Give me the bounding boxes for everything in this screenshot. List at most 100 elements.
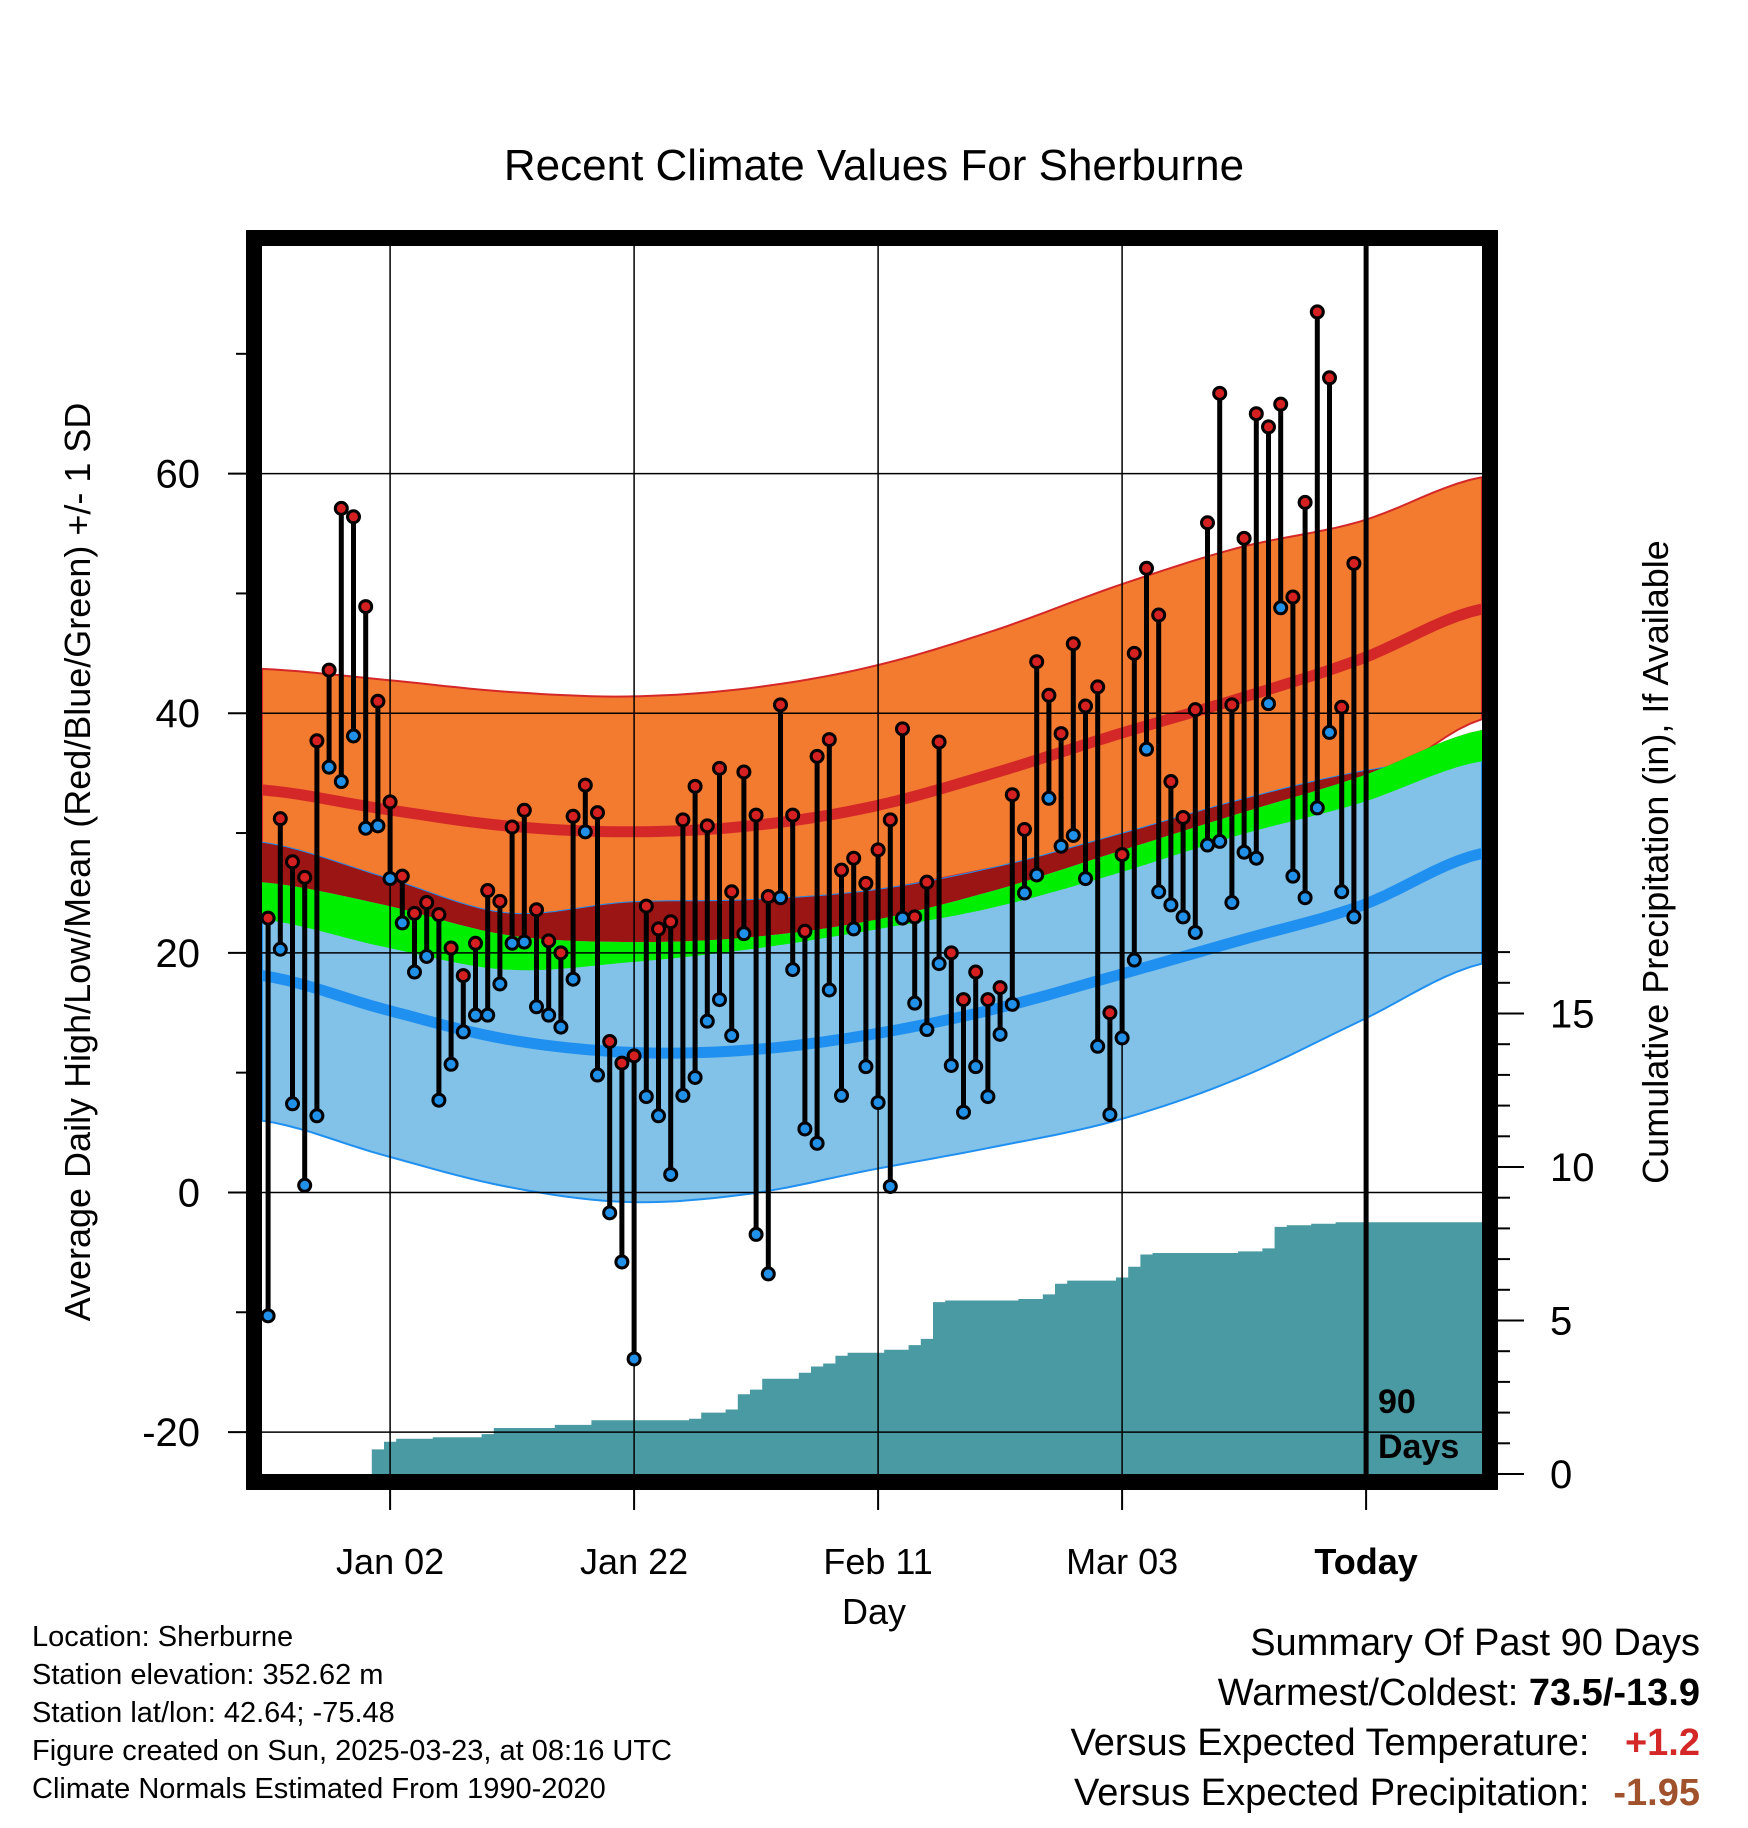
- high-point: [651, 921, 666, 937]
- high-point: [809, 748, 825, 764]
- station-info: Location: Sherburne Station elevation: 3…: [32, 1618, 672, 1808]
- high-point: [1212, 385, 1228, 401]
- low-point: [736, 926, 752, 942]
- overlap-band: [262, 730, 1482, 943]
- high-point: [358, 599, 374, 615]
- low-point: [602, 1205, 618, 1221]
- high-point: [1090, 679, 1106, 695]
- low-point: [956, 1104, 971, 1120]
- high-point: [1285, 589, 1301, 605]
- high-point: [407, 905, 422, 921]
- high-point: [431, 907, 447, 923]
- mean-band: [262, 730, 1482, 971]
- high-point: [1175, 809, 1191, 825]
- low-point: [1029, 867, 1045, 883]
- high-point: [260, 910, 276, 926]
- high-point: [638, 898, 654, 914]
- high-point: [309, 733, 325, 749]
- low-point: [699, 1013, 715, 1029]
- high-point: [882, 812, 898, 828]
- low-point: [846, 921, 862, 937]
- low-point: [1163, 897, 1179, 913]
- high-point: [907, 909, 923, 925]
- high-point: [760, 889, 776, 905]
- high-point: [736, 764, 752, 780]
- high-point: [272, 811, 288, 827]
- low-point: [1151, 884, 1167, 900]
- y2-axis-label: Cumulative Precipitation (in), If Availa…: [1635, 540, 1676, 1184]
- location-text: Location: Sherburne: [32, 1621, 294, 1653]
- low-point: [1078, 871, 1093, 887]
- low-point: [541, 1007, 557, 1023]
- high-point: [1261, 419, 1276, 435]
- low-point: [943, 1057, 959, 1073]
- low-point: [309, 1108, 325, 1124]
- temp-row: Versus Expected Temperature: +1.2: [1071, 1718, 1700, 1768]
- elevation-text: Station elevation: 352.62 m: [32, 1659, 384, 1691]
- low-point: [1273, 600, 1289, 616]
- precip-label: Versus Expected Precipitation:: [1074, 1772, 1590, 1814]
- low-point: [712, 992, 727, 1008]
- low-point: [870, 1095, 886, 1111]
- low-point: [1126, 952, 1142, 968]
- low-point: [626, 1351, 642, 1367]
- low-point: [651, 1108, 666, 1124]
- low-point: [516, 934, 532, 950]
- low-point: [1041, 790, 1057, 806]
- y-tick-label: 0: [178, 1171, 200, 1215]
- normals-text: Climate Normals Estimated From 1990-2020: [32, 1773, 606, 1805]
- high-point: [980, 992, 996, 1008]
- low-point: [1102, 1107, 1118, 1123]
- high-point: [455, 968, 471, 984]
- high-point: [1078, 698, 1093, 714]
- low-point: [760, 1266, 776, 1282]
- high-point: [1224, 697, 1240, 713]
- high-point: [1187, 702, 1203, 718]
- high-point: [687, 778, 703, 794]
- axes: -20 0 20 40 60 0 5 10 15 Jan 02 Jan 22 Feb 11 Mar 03…: [142, 352, 1595, 1582]
- y2-tick-label: 15: [1550, 993, 1595, 1037]
- low-point: [968, 1059, 984, 1075]
- high-point: [468, 935, 483, 951]
- high-point: [797, 923, 813, 939]
- high-point: [895, 721, 910, 737]
- latlon-text: Station lat/lon: 42.64; -75.48: [32, 1697, 395, 1729]
- low-point: [1065, 827, 1081, 843]
- low-point: [821, 982, 837, 998]
- x-tick-label: Feb 11: [823, 1541, 932, 1582]
- high-point: [1004, 787, 1020, 803]
- low-point: [1322, 724, 1337, 740]
- high-point: [1017, 821, 1032, 837]
- high-point: [870, 842, 886, 858]
- x-tick-label: Today: [1314, 1541, 1417, 1582]
- low-point: [358, 820, 374, 836]
- high-point: [931, 734, 947, 750]
- high-point: [321, 662, 337, 678]
- low-point: [394, 915, 410, 931]
- high-point: [443, 940, 459, 956]
- high-point: [712, 760, 727, 776]
- x-axis-label: Day: [842, 1591, 906, 1632]
- precip-row: Versus Expected Precipitation: -1.95: [1071, 1768, 1700, 1818]
- today-label-line1: 90: [1378, 1383, 1416, 1421]
- high-point: [1236, 530, 1252, 546]
- low-point: [431, 1092, 447, 1108]
- high-point: [516, 802, 532, 818]
- high-point: [1346, 555, 1362, 571]
- high-point: [346, 509, 361, 525]
- low-point: [748, 1226, 764, 1242]
- low-point: [638, 1089, 654, 1105]
- precip-value: -1.95: [1613, 1772, 1700, 1814]
- high-point: [919, 874, 935, 890]
- high-point: [1126, 645, 1142, 661]
- low-point: [675, 1087, 691, 1103]
- low-point: [333, 774, 349, 790]
- high-point: [529, 902, 544, 918]
- high-point: [821, 732, 837, 748]
- low-point: [407, 964, 422, 980]
- low-point: [382, 871, 398, 887]
- high-point: [626, 1048, 642, 1064]
- low-point: [1261, 696, 1276, 712]
- high-point: [1041, 687, 1057, 703]
- low-point: [882, 1178, 898, 1194]
